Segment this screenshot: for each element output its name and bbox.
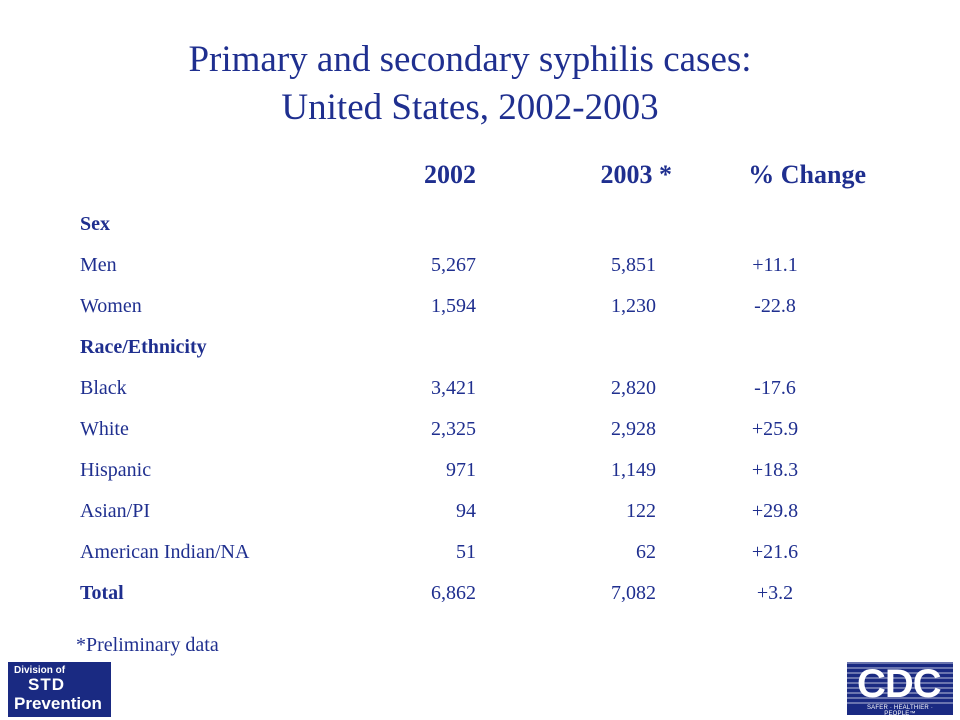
value-2002: 6,862 bbox=[431, 582, 476, 604]
column-header-percent-change: % Change bbox=[748, 160, 866, 189]
value-2003: 122 bbox=[626, 500, 656, 522]
column-header-2003: 2003 * bbox=[600, 160, 673, 189]
row-label: Total bbox=[80, 582, 124, 604]
percent-change: -17.6 bbox=[754, 377, 796, 399]
percent-change: +18.3 bbox=[751, 459, 799, 481]
value-2002: 94 bbox=[456, 500, 476, 522]
row-label: Race/Ethnicity bbox=[80, 336, 207, 358]
footnote: *Preliminary data bbox=[76, 634, 219, 656]
table-row: Black 3,421 2,820 -17.6 bbox=[80, 369, 880, 410]
row-label: Women bbox=[80, 295, 142, 317]
data-table: Sex Men 5,267 5,851 +11.1 Women 1,594 1,230 -22.… bbox=[80, 205, 880, 615]
table-row: Sex bbox=[80, 205, 880, 246]
percent-change: +21.6 bbox=[751, 541, 799, 563]
table-row: Men 5,267 5,851 +11.1 bbox=[80, 246, 880, 287]
std-division-logo: Division of STD Prevention bbox=[8, 662, 111, 717]
table-row: American Indian/NA 51 62 +21.6 bbox=[80, 533, 880, 574]
percent-change: -22.8 bbox=[754, 295, 796, 317]
slide-title: Primary and secondary syphilis cases: Un… bbox=[0, 36, 940, 132]
row-label: White bbox=[80, 418, 129, 440]
value-2003: 1,149 bbox=[611, 459, 656, 481]
row-label: Men bbox=[80, 254, 117, 276]
cdc-logo-stripes bbox=[847, 662, 953, 704]
value-2003: 1,230 bbox=[611, 295, 656, 317]
table-row: Hispanic 971 1,149 +18.3 bbox=[80, 451, 880, 492]
value-2003: 7,082 bbox=[611, 582, 656, 604]
value-2003: 2,928 bbox=[611, 418, 656, 440]
value-2002: 5,267 bbox=[431, 254, 476, 276]
value-2003: 5,851 bbox=[611, 254, 656, 276]
table-row: Race/Ethnicity bbox=[80, 328, 880, 369]
title-line-2: United States, 2002-2003 bbox=[281, 87, 659, 128]
value-2002: 51 bbox=[456, 541, 476, 563]
percent-change: +3.2 bbox=[756, 582, 794, 604]
row-label: American Indian/NA bbox=[80, 541, 250, 563]
cdc-logo-tagline: SAFER · HEALTHIER · PEOPLE™ bbox=[866, 705, 934, 715]
row-label: Hispanic bbox=[80, 459, 152, 481]
table-row: Total 6,862 7,082 +3.2 bbox=[80, 574, 880, 615]
row-label: Asian/PI bbox=[80, 500, 150, 522]
value-2002: 2,325 bbox=[431, 418, 476, 440]
table-row: Asian/PI 94 122 +29.8 bbox=[80, 492, 880, 533]
std-logo-line-1: Division of bbox=[14, 665, 66, 676]
value-2002: 971 bbox=[446, 459, 476, 481]
percent-change: +29.8 bbox=[751, 500, 799, 522]
value-2003: 62 bbox=[636, 541, 656, 563]
cdc-logo: CDC SAFER · HEALTHIER · PEOPLE™ bbox=[847, 662, 953, 715]
value-2002: 1,594 bbox=[431, 295, 476, 317]
cdc-logo-word: CDC bbox=[857, 662, 942, 706]
value-2003: 2,820 bbox=[611, 377, 656, 399]
title-line-1: Primary and secondary syphilis cases: bbox=[188, 39, 752, 80]
std-logo-line-3: Prevention bbox=[14, 694, 102, 713]
value-2002: 3,421 bbox=[431, 377, 476, 399]
row-label: Sex bbox=[80, 213, 110, 235]
std-logo-line-2: STD bbox=[28, 675, 65, 694]
percent-change: +11.1 bbox=[752, 254, 798, 276]
table-row: Women 1,594 1,230 -22.8 bbox=[80, 287, 880, 328]
row-label: Black bbox=[80, 377, 127, 399]
table-row: White 2,325 2,928 +25.9 bbox=[80, 410, 880, 451]
column-header-2002: 2002 bbox=[424, 160, 476, 189]
percent-change: +25.9 bbox=[751, 418, 799, 440]
